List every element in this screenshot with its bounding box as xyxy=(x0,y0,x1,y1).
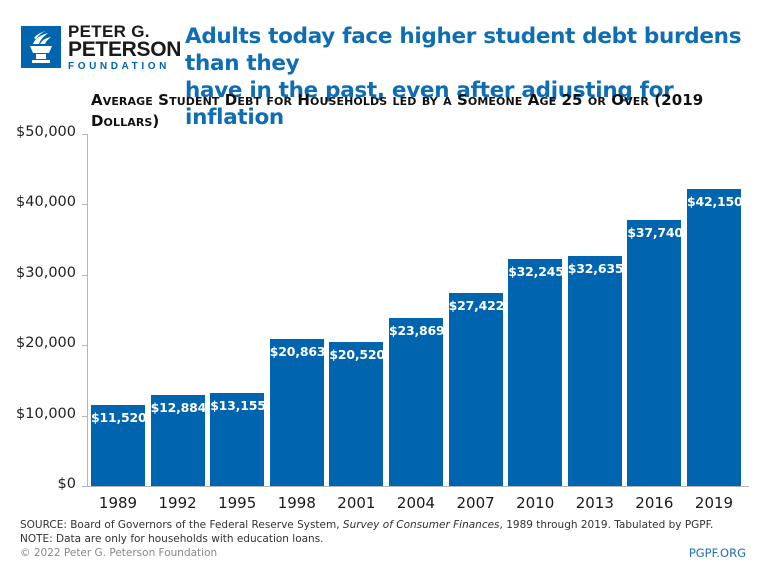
bar-2001: $20,520 xyxy=(329,341,385,486)
headline: Adults today face higher student debt bu… xyxy=(185,23,745,131)
bar-value-label: $20,520 xyxy=(329,346,385,362)
x-tick-label: 2007 xyxy=(456,494,495,512)
bar-2010: $32,245 xyxy=(508,258,564,486)
bar-2016: $37,740 xyxy=(627,220,683,486)
chart-title-line1: Average Student Debt for Households led … xyxy=(91,91,704,109)
bar-1998: $20,863 xyxy=(269,339,326,486)
bar-value-label: $32,245 xyxy=(508,263,564,279)
bar-value-label: $42,150 xyxy=(687,194,743,210)
x-tick-label: 1998 xyxy=(277,494,316,512)
logo-line1: PETER G. xyxy=(68,22,150,41)
bar-1995: $13,155 xyxy=(210,393,266,486)
x-tick-label: 2013 xyxy=(575,494,614,512)
x-tick-label: 2019 xyxy=(694,494,734,512)
y-tick xyxy=(82,415,87,417)
y-tick-label: $20,000 xyxy=(16,335,76,352)
headline-line1: Adults today face higher student debt bu… xyxy=(185,24,742,76)
logo-line3: FOUNDATION xyxy=(68,61,170,72)
note-line: NOTE: Data are only for households with … xyxy=(20,533,324,545)
bar-2007: $27,422 xyxy=(448,292,505,486)
y-tick xyxy=(82,345,87,347)
bar-value-label: $13,155 xyxy=(210,398,266,414)
bar-1992: $12,884 xyxy=(150,395,207,486)
x-tick-label: 2010 xyxy=(516,494,555,512)
bar-2013: $32,635 xyxy=(567,256,624,486)
logo-line2: PETERSON xyxy=(68,38,182,61)
bar-value-label: $12,884 xyxy=(150,400,207,416)
source-title: Survey of Consumer Finances xyxy=(342,519,500,531)
bar-value-label: $27,422 xyxy=(448,297,505,313)
chart-title: Average Student Debt for Households led … xyxy=(91,90,751,132)
x-tick-label: 2016 xyxy=(635,494,674,512)
bar-value-label: $20,863 xyxy=(269,344,326,360)
y-tick-label: $50,000 xyxy=(16,124,76,140)
source-prefix: SOURCE: Board of Governors of the Federa… xyxy=(20,519,343,531)
x-tick-label: 2004 xyxy=(396,494,436,512)
bar-value-label: $23,869 xyxy=(389,322,445,338)
x-tick-label: 1995 xyxy=(218,494,257,512)
source-note: SOURCE: Board of Governors of the Federa… xyxy=(20,518,713,546)
source-suffix: , 1989 through 2019. Tabulated by PGPF. xyxy=(499,519,714,531)
torch-icon xyxy=(21,26,61,68)
y-axis xyxy=(87,134,88,487)
x-tick-label: 1989 xyxy=(98,494,138,512)
chart-title-line2: Dollars) xyxy=(91,112,160,130)
x-tick-label: 1992 xyxy=(158,494,197,512)
y-tick xyxy=(82,274,87,276)
bar-value-label: $32,635 xyxy=(567,261,624,277)
y-tick xyxy=(82,134,87,135)
bar-1989: $11,520 xyxy=(91,404,147,486)
y-tick-label: $30,000 xyxy=(16,264,76,281)
source-line: SOURCE: Board of Governors of the Federa… xyxy=(20,518,713,532)
y-tick-label: $10,000 xyxy=(16,405,76,422)
y-tick-label: $0 xyxy=(57,476,76,492)
x-tick-label: 2001 xyxy=(337,494,376,512)
logo-wordmark: PETER G. PETERSON FOUNDATION xyxy=(68,23,181,73)
y-tick xyxy=(82,486,87,487)
bar-2019: $42,150 xyxy=(687,189,743,486)
x-axis xyxy=(87,486,749,487)
headline-line2: have in the past, even after adjusting f… xyxy=(185,78,674,130)
bar-value-label: $11,520 xyxy=(91,409,147,425)
y-tick-label: $40,000 xyxy=(16,194,76,211)
site-link[interactable]: PGPF.ORG xyxy=(688,546,746,560)
bar-2004: $23,869 xyxy=(389,317,445,486)
y-tick xyxy=(82,204,87,206)
copyright: © 2022 Peter G. Peterson Foundation xyxy=(20,547,218,559)
bar-value-label: $37,740 xyxy=(627,225,683,241)
